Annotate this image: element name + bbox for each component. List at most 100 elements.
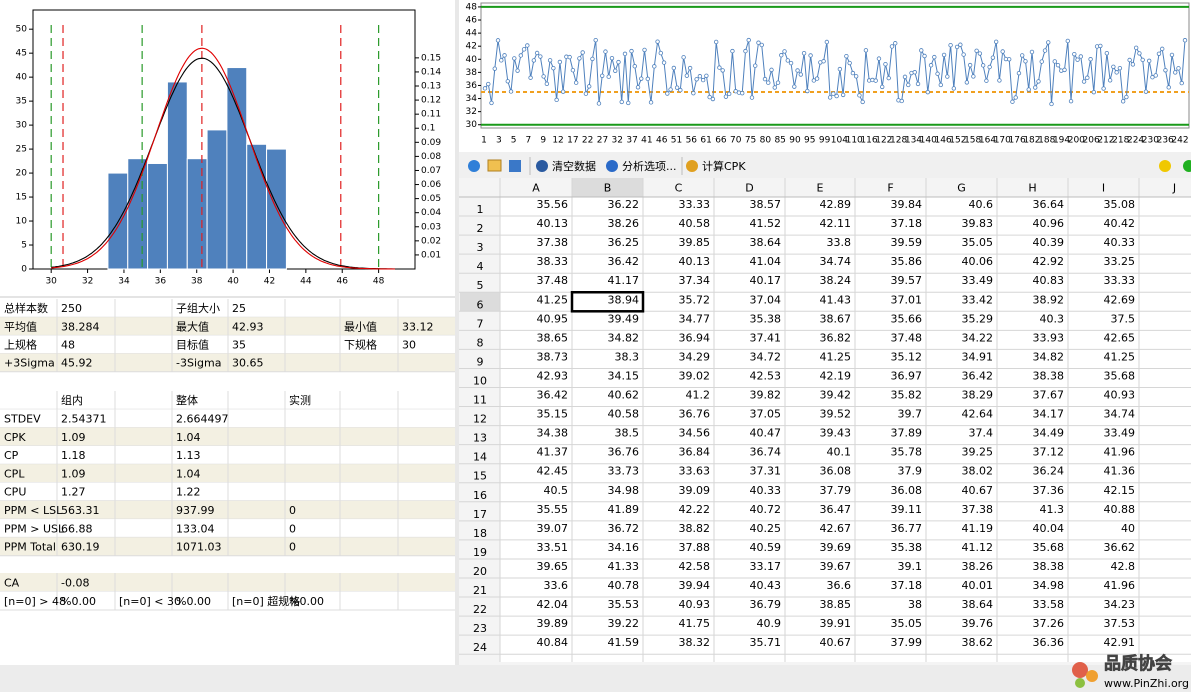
cell-value[interactable]: 36.62 [1104, 541, 1136, 554]
cell-value[interactable]: 37.67 [1033, 389, 1065, 402]
cell-value[interactable]: 37.48 [891, 331, 923, 344]
cell-value[interactable]: 38.64 [962, 598, 994, 611]
cell-value[interactable]: 40.67 [962, 484, 994, 497]
row-number[interactable]: 15 [473, 470, 487, 483]
row-number[interactable]: 13 [473, 432, 487, 445]
cell-value[interactable]: 42.64 [962, 408, 994, 421]
row-number[interactable]: 21 [473, 584, 487, 597]
row-number[interactable]: 6 [477, 298, 484, 311]
cell-value[interactable]: 42.65 [1104, 331, 1136, 344]
cell-value[interactable]: 39.67 [820, 560, 852, 573]
toolbar-button[interactable]: 计算CPK [702, 159, 746, 173]
cell-value[interactable]: 38.26 [962, 560, 994, 573]
cell-value[interactable]: 34.74 [1104, 408, 1136, 421]
cell-value[interactable]: 37.05 [750, 408, 782, 421]
cell-value[interactable]: 37.31 [750, 465, 782, 478]
cell-value[interactable]: 36.25 [608, 236, 640, 249]
cell-value[interactable]: 33.63 [679, 465, 711, 478]
cell-value[interactable]: 42.69 [1104, 293, 1136, 306]
column-header[interactable]: B [604, 182, 612, 195]
cell-value[interactable]: 42.92 [1033, 255, 1065, 268]
cell-value[interactable]: 36.97 [891, 369, 923, 382]
cell-value[interactable]: 40.93 [1104, 389, 1136, 402]
cell-value[interactable]: 40.58 [679, 217, 711, 230]
cell-value[interactable]: 36.42 [608, 255, 640, 268]
column-header[interactable]: I [1102, 182, 1105, 195]
cell-value[interactable]: 33.58 [1033, 598, 1065, 611]
cell-value[interactable]: 42.11 [820, 217, 852, 230]
cell-value[interactable]: 39.59 [891, 236, 923, 249]
cell-value[interactable]: 39.43 [820, 427, 852, 440]
cell-value[interactable]: 40.04 [1033, 522, 1065, 535]
cell-value[interactable]: 41.25 [537, 293, 569, 306]
row-number[interactable]: 19 [473, 546, 487, 559]
cell-value[interactable]: 39.22 [608, 617, 640, 630]
cell-value[interactable]: 40.33 [750, 484, 782, 497]
cell-value[interactable]: 38 [908, 598, 922, 611]
cell-value[interactable]: 40.47 [750, 427, 782, 440]
cell-value[interactable]: 35.78 [891, 446, 923, 459]
column-header[interactable]: J [1172, 182, 1176, 195]
row-number[interactable]: 4 [477, 260, 484, 273]
cell-value[interactable]: 39.07 [537, 522, 569, 535]
cell-value[interactable]: 37.36 [1033, 484, 1065, 497]
cell-value[interactable]: 38.38 [1033, 369, 1065, 382]
cell-value[interactable]: 38.57 [750, 198, 782, 211]
column-header[interactable]: C [675, 182, 683, 195]
cell-value[interactable]: 40.78 [608, 579, 640, 592]
cell-value[interactable]: 40.59 [750, 541, 782, 554]
cell-value[interactable]: 36.76 [679, 408, 711, 421]
cell-value[interactable]: 35.56 [537, 198, 569, 211]
cell-value[interactable]: 40.67 [820, 636, 852, 649]
cell-value[interactable]: 37.41 [750, 331, 782, 344]
cell-value[interactable]: 36.79 [750, 598, 782, 611]
cell-value[interactable]: 41.33 [608, 560, 640, 573]
cell-value[interactable]: 33.33 [679, 198, 711, 211]
toolbar-button[interactable]: 分析选项... [622, 159, 677, 173]
cell-value[interactable]: 41.96 [1104, 579, 1136, 592]
cell-value[interactable]: 35.53 [608, 598, 640, 611]
row-number[interactable]: 3 [477, 241, 484, 254]
cell-value[interactable]: 34.22 [962, 331, 994, 344]
toolbar-icon[interactable] [686, 160, 698, 172]
cell-value[interactable]: 34.82 [1033, 350, 1065, 363]
row-number[interactable]: 24 [473, 641, 487, 654]
cell-value[interactable]: 35.71 [750, 636, 782, 649]
cell-value[interactable]: 38.26 [608, 217, 640, 230]
cell-value[interactable]: 36.64 [1033, 198, 1065, 211]
cell-value[interactable]: 40.3 [1040, 312, 1065, 325]
row-number[interactable]: 14 [473, 451, 487, 464]
cell-value[interactable]: 36.94 [679, 331, 711, 344]
cell-value[interactable]: 38.85 [820, 598, 852, 611]
cell-value[interactable]: 38.02 [962, 465, 994, 478]
cell-value[interactable]: 37.5 [1111, 312, 1136, 325]
cell-value[interactable]: 37.48 [537, 274, 569, 287]
cell-value[interactable]: 37.38 [962, 503, 994, 516]
cell-value[interactable]: 34.74 [820, 255, 852, 268]
cell-value[interactable]: 41.17 [608, 274, 640, 287]
column-header[interactable]: A [532, 182, 540, 195]
row-number[interactable]: 8 [477, 336, 484, 349]
cell-value[interactable]: 34.56 [679, 427, 711, 440]
cell-value[interactable]: 39.11 [891, 503, 923, 516]
cell-value[interactable]: 37.38 [537, 236, 569, 249]
cell-value[interactable]: 42.04 [537, 598, 569, 611]
cell-value[interactable]: 35.86 [891, 255, 923, 268]
row-number[interactable]: 23 [473, 622, 487, 635]
cell-value[interactable]: 35.29 [962, 312, 994, 325]
cell-value[interactable]: 36.74 [750, 446, 782, 459]
cell-value[interactable]: 34.38 [537, 427, 569, 440]
cell-value[interactable]: 37.18 [891, 217, 923, 230]
cell-value[interactable]: 39.65 [537, 560, 569, 573]
cell-value[interactable]: 34.17 [1033, 408, 1065, 421]
cell-value[interactable]: 41.43 [820, 293, 852, 306]
cell-value[interactable]: 36.77 [891, 522, 923, 535]
cell-value[interactable]: 39.84 [891, 198, 923, 211]
cell-value[interactable]: 33.6 [544, 579, 569, 592]
cell-value[interactable]: 37.01 [891, 293, 923, 306]
cell-value[interactable]: 42.91 [1104, 636, 1136, 649]
cell-value[interactable]: 34.23 [1104, 598, 1136, 611]
cell-value[interactable]: 39.52 [820, 408, 852, 421]
column-header[interactable]: D [745, 182, 753, 195]
cell-value[interactable]: 38.73 [537, 350, 569, 363]
